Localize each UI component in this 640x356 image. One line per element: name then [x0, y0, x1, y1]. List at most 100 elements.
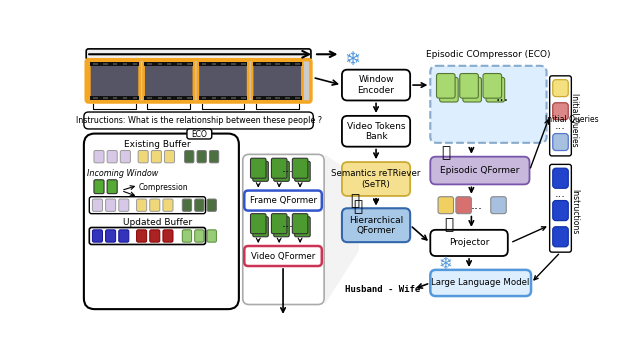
FancyBboxPatch shape: [164, 151, 175, 163]
FancyBboxPatch shape: [163, 199, 173, 211]
Text: ❄: ❄: [439, 256, 452, 273]
FancyBboxPatch shape: [84, 112, 313, 129]
FancyBboxPatch shape: [294, 161, 310, 181]
Bar: [198, 96, 248, 100]
FancyBboxPatch shape: [250, 214, 266, 234]
FancyBboxPatch shape: [553, 134, 568, 151]
Bar: [253, 96, 301, 100]
Bar: [256, 96, 260, 99]
FancyBboxPatch shape: [456, 197, 472, 214]
FancyBboxPatch shape: [274, 217, 289, 237]
FancyBboxPatch shape: [342, 116, 410, 147]
Bar: [167, 96, 172, 99]
Bar: [212, 96, 216, 99]
Bar: [90, 96, 139, 100]
Text: ...: ...: [282, 217, 294, 230]
FancyBboxPatch shape: [271, 158, 287, 178]
Text: Instructions: What is the relationship between these people ?: Instructions: What is the relationship b…: [76, 116, 322, 125]
Bar: [296, 96, 300, 99]
Text: Husband - Wife: Husband - Wife: [344, 284, 420, 294]
FancyBboxPatch shape: [553, 168, 568, 188]
FancyBboxPatch shape: [136, 199, 147, 211]
FancyBboxPatch shape: [244, 190, 322, 211]
Bar: [123, 96, 127, 99]
FancyBboxPatch shape: [94, 180, 104, 194]
Text: ...: ...: [496, 90, 509, 104]
FancyBboxPatch shape: [553, 200, 568, 221]
Text: Initial Queries: Initial Queries: [545, 115, 599, 124]
FancyBboxPatch shape: [342, 162, 410, 196]
Text: Instructions: Instructions: [570, 189, 579, 235]
Bar: [113, 63, 117, 65]
FancyBboxPatch shape: [138, 151, 148, 163]
Bar: [202, 96, 206, 99]
FancyBboxPatch shape: [184, 151, 194, 163]
Text: ...: ...: [555, 189, 566, 199]
Bar: [275, 63, 280, 65]
Bar: [231, 96, 236, 99]
Text: Video QFormer: Video QFormer: [251, 251, 315, 261]
Text: ❄: ❄: [344, 50, 361, 69]
Bar: [157, 63, 162, 65]
Bar: [275, 96, 280, 99]
FancyBboxPatch shape: [294, 217, 310, 237]
FancyBboxPatch shape: [86, 49, 311, 60]
Text: Large Language Model: Large Language Model: [431, 278, 530, 287]
Bar: [187, 96, 191, 99]
FancyBboxPatch shape: [483, 74, 502, 98]
Text: ...: ...: [555, 121, 566, 131]
Bar: [177, 63, 182, 65]
Text: Projector: Projector: [449, 239, 489, 247]
Text: Updated Buffer: Updated Buffer: [123, 218, 192, 227]
Text: Semantics reTRiever
(SeTR): Semantics reTRiever (SeTR): [332, 169, 420, 189]
Bar: [93, 63, 98, 65]
FancyBboxPatch shape: [274, 161, 289, 181]
FancyBboxPatch shape: [94, 151, 104, 163]
Bar: [266, 96, 271, 99]
FancyBboxPatch shape: [92, 199, 102, 211]
FancyBboxPatch shape: [292, 214, 308, 234]
FancyBboxPatch shape: [182, 230, 191, 242]
Bar: [296, 63, 300, 65]
FancyBboxPatch shape: [119, 199, 129, 211]
Text: Existing Buffer: Existing Buffer: [124, 140, 191, 149]
FancyBboxPatch shape: [342, 70, 410, 100]
FancyBboxPatch shape: [342, 208, 410, 242]
Bar: [147, 63, 152, 65]
Text: 🔥: 🔥: [350, 193, 359, 208]
FancyBboxPatch shape: [163, 230, 173, 242]
Bar: [187, 63, 191, 65]
FancyBboxPatch shape: [430, 157, 529, 184]
FancyBboxPatch shape: [151, 151, 161, 163]
Bar: [157, 96, 162, 99]
Bar: [132, 96, 138, 99]
Bar: [132, 63, 138, 65]
FancyBboxPatch shape: [107, 180, 117, 194]
FancyBboxPatch shape: [553, 80, 568, 96]
Bar: [103, 63, 108, 65]
FancyBboxPatch shape: [198, 62, 248, 100]
Bar: [212, 63, 216, 65]
FancyBboxPatch shape: [460, 74, 478, 98]
FancyBboxPatch shape: [207, 230, 216, 242]
FancyBboxPatch shape: [92, 230, 102, 242]
FancyBboxPatch shape: [253, 217, 268, 237]
Bar: [145, 62, 193, 66]
FancyBboxPatch shape: [207, 199, 216, 211]
Text: Initial Queries: Initial Queries: [570, 93, 579, 147]
FancyBboxPatch shape: [182, 199, 191, 211]
FancyBboxPatch shape: [440, 77, 458, 102]
FancyBboxPatch shape: [250, 158, 266, 178]
FancyBboxPatch shape: [244, 246, 322, 266]
FancyBboxPatch shape: [430, 270, 531, 296]
Text: Frame QFormer: Frame QFormer: [250, 196, 317, 205]
Text: ...: ...: [471, 199, 483, 212]
Text: ECO: ECO: [191, 130, 207, 139]
FancyBboxPatch shape: [271, 214, 287, 234]
Bar: [231, 63, 236, 65]
FancyBboxPatch shape: [84, 134, 239, 309]
Bar: [167, 63, 172, 65]
Bar: [123, 63, 127, 65]
Bar: [241, 63, 246, 65]
FancyBboxPatch shape: [187, 129, 212, 139]
